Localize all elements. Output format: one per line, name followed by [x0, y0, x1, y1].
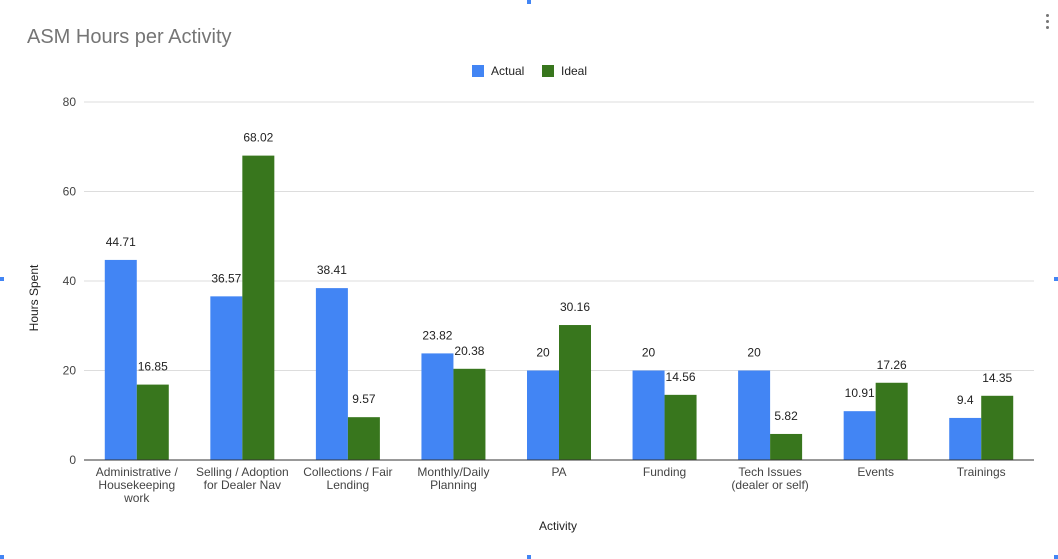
bar-actual[interactable]: [210, 296, 243, 460]
data-label-actual: 20: [642, 346, 656, 360]
data-label-actual: 9.4: [957, 393, 974, 407]
x-tick-label: Funding: [643, 465, 686, 479]
resize-handle-bottom-right[interactable]: [1054, 555, 1058, 559]
y-tick-label: 60: [63, 185, 77, 199]
bar-ideal[interactable]: [559, 325, 591, 460]
resize-handle-bottom-left[interactable]: [0, 555, 4, 559]
y-axis-title: Hours Spent: [27, 264, 41, 331]
bar-actual[interactable]: [738, 370, 771, 461]
bar-actual[interactable]: [632, 370, 665, 461]
data-label-actual: 10.91: [845, 386, 875, 400]
y-axis-ticks: 0 20 40 60 80: [63, 95, 77, 467]
x-axis-title: Activity: [539, 519, 577, 533]
legend-label-ideal: Ideal: [561, 64, 587, 78]
legend[interactable]: Actual Ideal: [472, 64, 587, 78]
data-label-actual: 38.41: [317, 263, 347, 277]
x-tick-label: Tech Issues (dealer or self): [731, 465, 808, 492]
data-label-ideal: 9.57: [352, 392, 376, 406]
bar-actual[interactable]: [527, 370, 559, 461]
x-tick-label: Events: [857, 465, 894, 479]
data-label-ideal: 17.26: [877, 358, 907, 372]
chart-title: ASM Hours per Activity: [27, 26, 232, 48]
data-label-actual: 20: [747, 346, 761, 360]
bar-actual[interactable]: [104, 259, 137, 460]
y-tick-label: 0: [69, 453, 76, 467]
data-label-ideal: 14.35: [982, 371, 1012, 385]
legend-label-actual: Actual: [491, 64, 524, 78]
x-tick-label: Collections / Fair Lending: [303, 465, 392, 492]
bar-ideal[interactable]: [770, 433, 803, 460]
bar-ideal[interactable]: [875, 382, 908, 460]
data-label-actual: 36.57: [211, 271, 241, 285]
bar-ideal[interactable]: [136, 384, 169, 460]
bar-ideal[interactable]: [664, 394, 697, 460]
bar-actual[interactable]: [843, 411, 876, 460]
data-label-ideal: 68.02: [243, 131, 273, 145]
y-tick-label: 80: [63, 95, 77, 109]
x-tick-label: Selling / Adoption for Dealer Nav: [196, 465, 289, 492]
resize-handle-left[interactable]: [0, 277, 4, 281]
legend-swatch-ideal: [542, 65, 554, 77]
data-label-actual: 23.82: [422, 328, 452, 342]
bar-actual[interactable]: [421, 353, 454, 460]
x-axis-ticks: Administrative / Housekeeping work Selling …: [96, 465, 1006, 505]
x-tick-label: Monthly/Daily Planning: [417, 465, 489, 492]
x-tick-label: Administrative / Housekeeping work: [96, 465, 179, 505]
data-label-ideal: 16.85: [138, 360, 168, 374]
resize-handle-top[interactable]: [527, 0, 531, 4]
bar-ideal[interactable]: [453, 368, 486, 460]
resize-handle-bottom[interactable]: [527, 555, 531, 559]
bar-actual[interactable]: [315, 288, 348, 460]
data-label-ideal: 30.16: [560, 300, 590, 314]
y-tick-label: 20: [63, 364, 77, 378]
data-label-ideal: 5.82: [774, 409, 798, 423]
x-tick-label: Trainings: [957, 465, 1006, 479]
more-options-icon[interactable]: [1046, 14, 1050, 32]
bar-actual[interactable]: [949, 417, 982, 460]
legend-swatch-actual: [472, 65, 484, 77]
bars: [104, 155, 1014, 461]
data-label-actual: 44.71: [106, 235, 136, 249]
bar-ideal[interactable]: [347, 417, 380, 460]
data-label-actual: 20: [536, 346, 550, 360]
data-label-ideal: 14.56: [666, 370, 696, 384]
y-tick-label: 40: [63, 274, 77, 288]
x-tick-label: PA: [551, 465, 566, 479]
bar-ideal[interactable]: [242, 155, 275, 460]
resize-handle-right[interactable]: [1054, 277, 1058, 281]
bar-ideal[interactable]: [981, 395, 1014, 460]
data-label-ideal: 20.38: [454, 344, 484, 358]
